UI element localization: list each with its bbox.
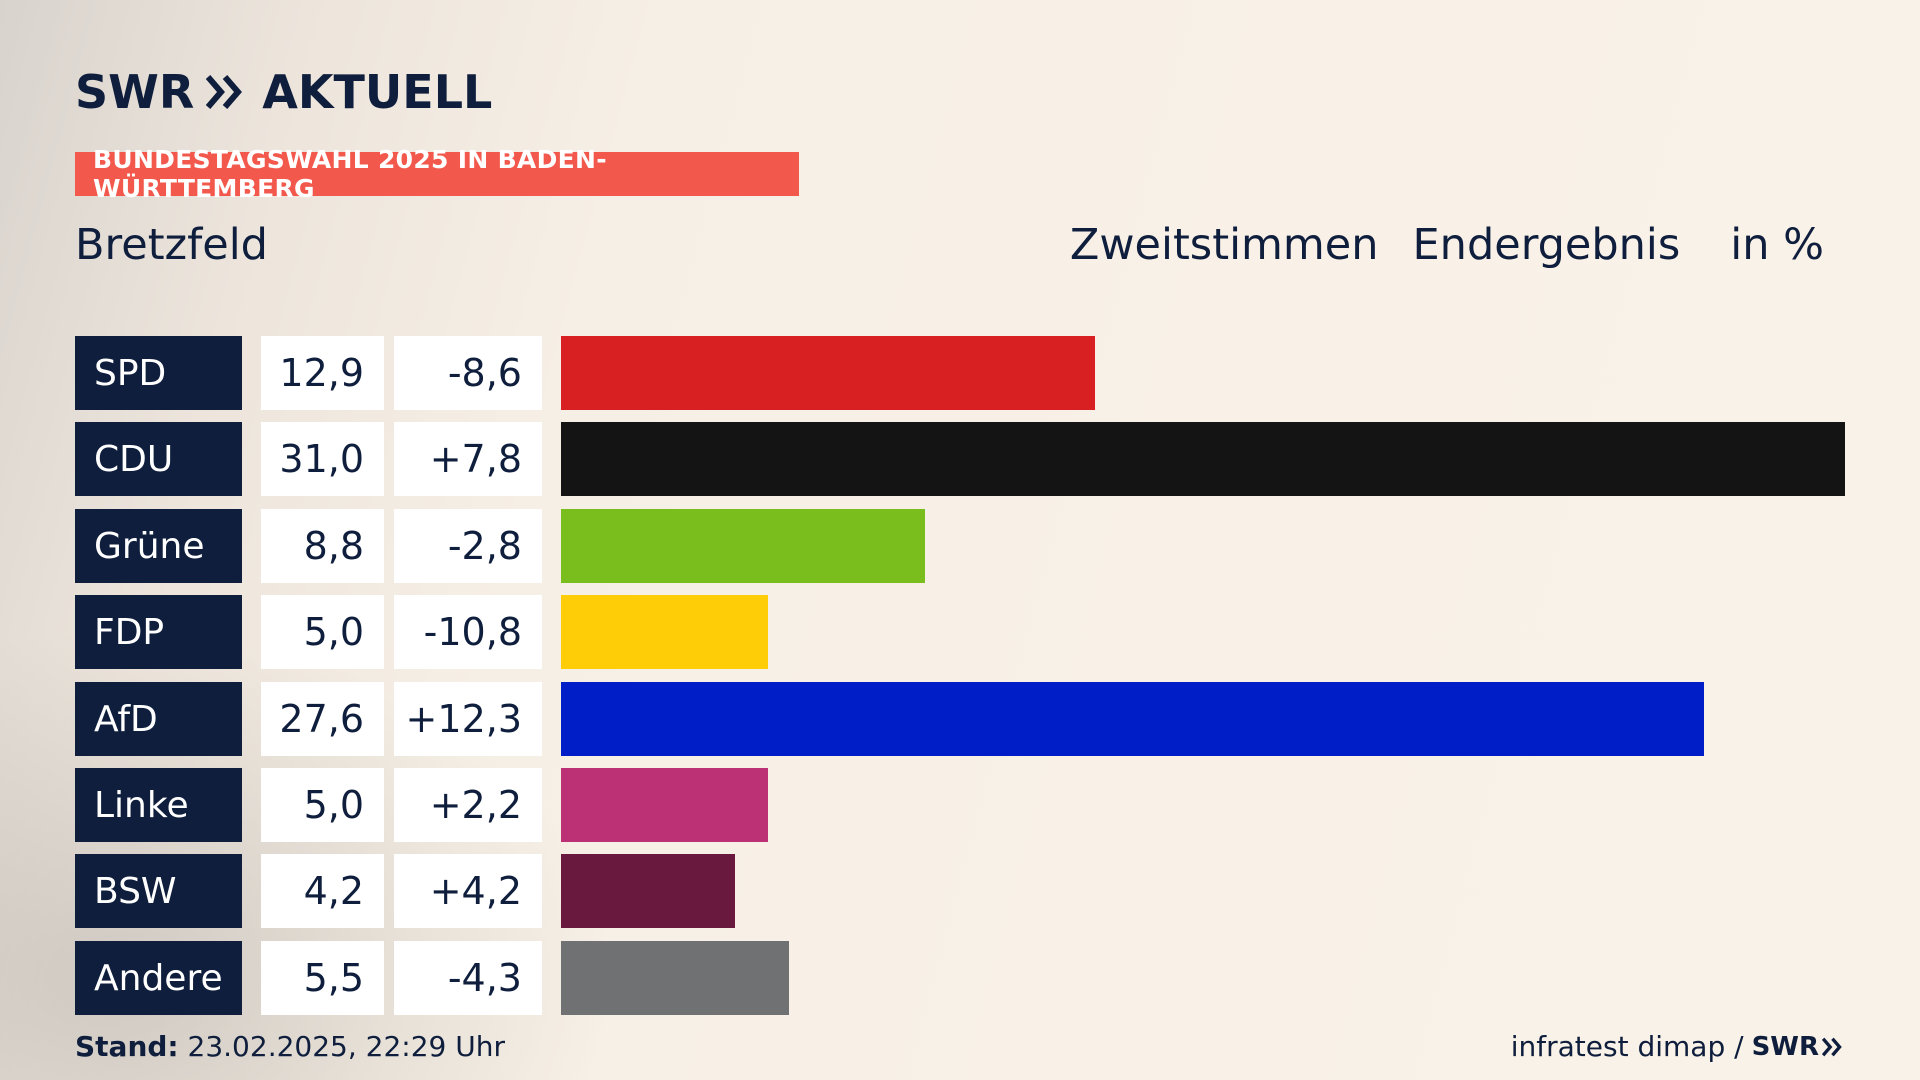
vote-change-value: +2,2	[394, 768, 542, 842]
party-label: AfD	[75, 682, 242, 756]
bar-cdu	[561, 422, 1845, 496]
party-label: SPD	[75, 336, 242, 410]
vote-share-value: 8,8	[261, 509, 384, 583]
source-text: infratest dimap /	[1510, 1030, 1744, 1063]
vote-share-value: 5,0	[261, 768, 384, 842]
unit-label: in %	[1730, 220, 1824, 270]
bar-afd	[561, 682, 1704, 756]
bar-linke	[561, 768, 768, 842]
party-label: Grüne	[75, 509, 242, 583]
vote-change-value: -10,8	[394, 595, 542, 669]
chart-header-right: Zweitstimmen Endergebnis in %	[1070, 220, 1824, 270]
vote-share-value: 12,9	[261, 336, 384, 410]
bar-andere	[561, 941, 789, 1015]
vote-change-value: -4,3	[394, 941, 542, 1015]
place-name: Bretzfeld	[75, 220, 268, 270]
vote-change-value: +12,3	[394, 682, 542, 756]
vote-share-value: 5,5	[261, 941, 384, 1015]
election-banner: BUNDESTAGSWAHL 2025 IN BADEN-WÜRTTEMBERG	[75, 145, 799, 203]
footer-source: infratest dimap / SWR	[1511, 1030, 1844, 1063]
stand-label: Stand:	[75, 1030, 179, 1063]
bar-fdp	[561, 595, 768, 669]
party-label: CDU	[75, 422, 242, 496]
vote-change-value: +7,8	[394, 422, 542, 496]
vote-change-value: -8,6	[394, 336, 542, 410]
brand-product: AKTUELL	[262, 65, 493, 119]
footer-swr-logo: SWR	[1752, 1032, 1844, 1062]
vote-share-value: 4,2	[261, 854, 384, 928]
stand-value: 23.02.2025, 22:29 Uhr	[187, 1030, 505, 1063]
result-type: Endergebnis	[1412, 220, 1681, 270]
double-chevron-icon	[1822, 1037, 1842, 1056]
bar-bsw	[561, 854, 735, 928]
vote-share-value: 5,0	[261, 595, 384, 669]
vote-share-value: 27,6	[261, 682, 384, 756]
party-label: Andere	[75, 941, 242, 1015]
bar-spd	[561, 336, 1095, 410]
vote-share-value: 31,0	[261, 422, 384, 496]
party-label: Linke	[75, 768, 242, 842]
brand-name: SWR	[75, 65, 195, 119]
double-chevron-icon	[206, 75, 243, 109]
swr-aktuell-logo: SWR AKTUELL	[75, 64, 492, 120]
vote-change-value: +4,2	[394, 854, 542, 928]
footer-logo-text: SWR	[1751, 1031, 1819, 1062]
party-label: BSW	[75, 854, 242, 928]
bar-grüne	[561, 509, 925, 583]
vote-change-value: -2,8	[394, 509, 542, 583]
party-label: FDP	[75, 595, 242, 669]
vote-type: Zweitstimmen	[1069, 220, 1379, 270]
footer-timestamp: Stand: 23.02.2025, 22:29 Uhr	[75, 1030, 505, 1063]
